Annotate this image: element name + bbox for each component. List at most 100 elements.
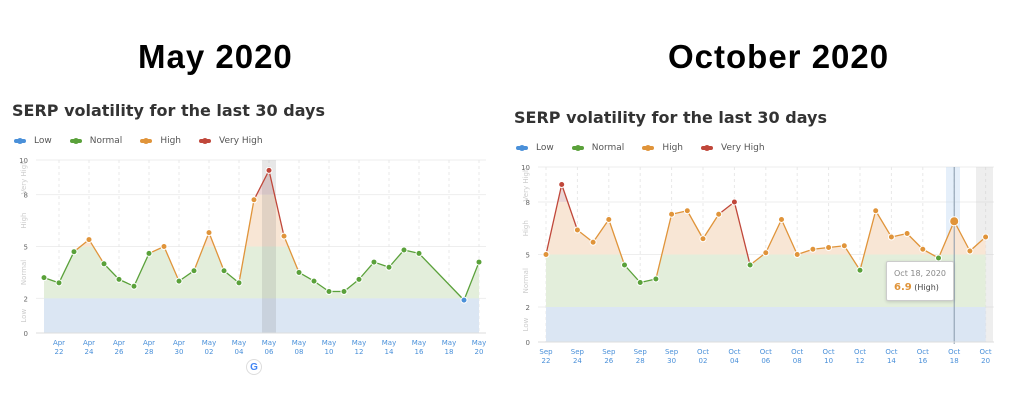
x-tick-label: 14 [385, 348, 394, 356]
legend-item-high[interactable]: High [642, 143, 683, 153]
band-label: Low [522, 317, 530, 331]
x-tick-label: 22 [542, 357, 551, 365]
series-line [418, 252, 465, 301]
y-tick-label: 2 [24, 295, 28, 303]
data-point [115, 275, 123, 283]
low-band [44, 298, 479, 333]
legend-item-very-high[interactable]: Very High [199, 136, 263, 146]
legend-item-normal[interactable]: Normal [69, 136, 122, 146]
y-tick-label: 10 [521, 164, 530, 172]
x-tick-label: 08 [295, 348, 304, 356]
data-point [636, 279, 644, 286]
series-line [463, 261, 480, 301]
data-point [220, 267, 228, 275]
data-point [542, 251, 550, 258]
legend-may: Low Normal High Very High [14, 136, 263, 146]
data-point [573, 226, 581, 234]
data-point [265, 166, 273, 174]
y-tick-label: 10 [19, 157, 28, 165]
x-tick-label: Apr [113, 339, 125, 347]
series-line [268, 170, 285, 237]
data-point [605, 216, 613, 223]
x-tick-label: 24 [85, 348, 94, 356]
x-tick-label: 16 [415, 348, 424, 356]
data-point [85, 236, 93, 244]
band-label: High [20, 213, 28, 229]
series-line [592, 219, 610, 243]
data-point [825, 244, 833, 251]
legend-item-low[interactable]: Low [516, 143, 554, 153]
x-tick-label: Sep [634, 348, 648, 356]
google-update-icon[interactable]: G [246, 359, 262, 375]
data-point [235, 279, 243, 287]
data-point [280, 232, 288, 240]
x-tick-label: Oct [697, 348, 709, 356]
x-tick-label: Apr [143, 339, 155, 347]
legend-swatch-low-icon [516, 145, 528, 151]
x-tick-label: May [262, 339, 276, 347]
series-line [545, 184, 563, 255]
y-tick-label: 5 [526, 252, 530, 260]
x-tick-label: Oct [854, 348, 866, 356]
series-line [133, 253, 150, 287]
data-point [355, 275, 363, 283]
series-line [253, 170, 270, 201]
x-tick-label: Apr [173, 339, 185, 347]
x-tick-label: 18 [445, 348, 454, 356]
x-tick-label: Sep [602, 348, 616, 356]
data-point [919, 245, 927, 253]
x-tick-label: 18 [950, 357, 959, 365]
legend-october: Low Normal High Very High [516, 143, 765, 153]
x-tick-label: Apr [53, 339, 65, 347]
data-point [130, 282, 138, 290]
data-point [70, 248, 78, 256]
x-tick-label: Oct [948, 348, 960, 356]
legend-item-very-high[interactable]: Very High [701, 143, 765, 153]
legend-item-low[interactable]: Low [14, 136, 52, 146]
band-label: Low [20, 309, 28, 323]
series-line [765, 219, 783, 254]
data-point [683, 207, 691, 215]
series-line [283, 235, 300, 273]
x-tick-label: 12 [856, 357, 865, 365]
series-line [937, 220, 955, 259]
series-line [655, 214, 673, 280]
series-line [193, 232, 210, 271]
data-point [415, 249, 423, 257]
band-label: High [522, 220, 530, 236]
series-line [88, 239, 105, 265]
data-point [840, 242, 848, 250]
series-line [780, 219, 798, 255]
x-tick-label: 06 [265, 348, 274, 356]
x-tick-label: Oct [823, 348, 835, 356]
volatility-chart-may[interactable]: 025810Apr22Apr24Apr26Apr28Apr30May02May0… [0, 150, 500, 380]
data-point [40, 274, 48, 282]
x-tick-label: 06 [761, 357, 770, 365]
x-tick-label: May [472, 339, 486, 347]
data-point [460, 296, 468, 304]
highlight-column [262, 160, 276, 333]
x-tick-label: 26 [115, 348, 124, 356]
series-line [561, 184, 579, 231]
x-tick-label: Sep [571, 348, 585, 356]
x-tick-label: 02 [699, 357, 708, 365]
legend-item-normal[interactable]: Normal [571, 143, 624, 153]
data-point [475, 258, 483, 266]
chart-tooltip: Oct 18, 2020 6.9 (High) [886, 261, 954, 301]
legend-swatch-low-icon [14, 138, 26, 144]
data-point [668, 210, 676, 218]
series-line [906, 233, 924, 250]
data-point [190, 267, 198, 275]
data-point [55, 279, 63, 287]
series-line [702, 213, 720, 240]
legend-item-high[interactable]: High [140, 136, 181, 146]
low-band [546, 307, 986, 342]
y-tick-label: 5 [24, 244, 28, 252]
data-point [793, 251, 801, 258]
data-point [778, 216, 785, 223]
data-point [145, 249, 153, 257]
x-tick-label: 10 [325, 348, 334, 356]
x-tick-label: Oct [760, 348, 772, 356]
series-line [859, 210, 877, 271]
legend-swatch-normal-icon [571, 145, 584, 151]
